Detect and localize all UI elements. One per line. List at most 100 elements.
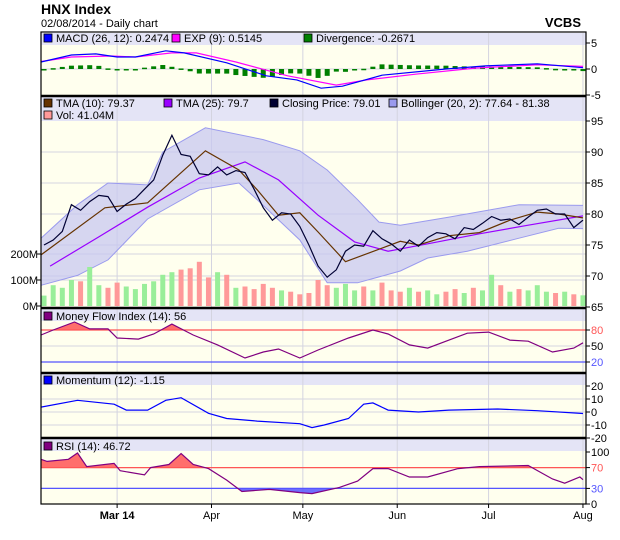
- xtick-label: May: [292, 510, 313, 522]
- divergence-bar: [50, 68, 56, 70]
- xtick-label: Aug: [573, 510, 593, 522]
- main-legend-label: Closing Price: 79.01: [282, 98, 380, 110]
- volume-bar: [251, 289, 257, 306]
- main-legend-swatch: [163, 98, 173, 108]
- divergence-bar: [41, 69, 47, 71]
- divergence-bar: [543, 68, 549, 70]
- volume-bar: [178, 269, 184, 306]
- volume-bar: [361, 286, 367, 306]
- main-legend-label: TMA (10): 79.37: [56, 98, 135, 110]
- xtick-label: Jun: [388, 510, 406, 522]
- volume-bar: [233, 287, 239, 306]
- momentum-legend-label: Momentum (12): -1.15: [56, 375, 165, 387]
- volume-bar: [580, 295, 586, 306]
- vol-legend-label: Vol: 41.04M: [56, 110, 114, 122]
- volume-bar: [78, 281, 84, 306]
- momentum-ytick-label: 20: [591, 381, 603, 393]
- volume-ytick-label: 0M: [23, 301, 38, 313]
- mfi-legend-band: [41, 309, 586, 321]
- price-ytick-label: 85: [591, 178, 603, 190]
- divergence-bar: [96, 65, 102, 69]
- xtick-label: Jul: [482, 510, 496, 522]
- divergence-bar: [498, 66, 504, 69]
- volume-bar: [87, 267, 93, 306]
- divergence-bar: [233, 69, 239, 76]
- divergence-bar: [297, 69, 303, 74]
- volume-bar: [470, 287, 476, 306]
- mfi-legend-swatch: [43, 311, 53, 321]
- divergence-bar: [534, 67, 540, 69]
- volume-bar: [379, 282, 385, 306]
- divergence-bar: [196, 69, 202, 74]
- macd-ytick-label: 0: [591, 64, 597, 76]
- volume-bar: [50, 285, 56, 306]
- tma25-line: [49, 161, 584, 267]
- volume-bar: [571, 294, 577, 306]
- divergence-bar: [379, 64, 385, 69]
- divergence-bar: [352, 69, 358, 71]
- volume-bar: [142, 283, 148, 306]
- momentum-line: [40, 397, 584, 429]
- mfi-overbought-area: [41, 322, 583, 330]
- divergence-bar: [251, 69, 257, 77]
- xtick-label: Mar 14: [100, 510, 136, 522]
- rsi-ytick-label: 0: [591, 499, 597, 511]
- volume-bar: [370, 290, 376, 306]
- volume-bar: [151, 281, 157, 306]
- volume-bar: [507, 291, 513, 306]
- volume-ytick-label: 200M: [10, 249, 38, 261]
- divergence-bar: [388, 64, 394, 69]
- divergence-bar: [105, 68, 111, 70]
- divergence-bar: [516, 67, 522, 69]
- vol-legend-swatch: [43, 110, 53, 120]
- tma10-line: [40, 150, 584, 263]
- volume-bar: [352, 290, 358, 306]
- volume-bar: [68, 280, 74, 306]
- divergence-bar: [507, 66, 513, 69]
- divergence-bar: [571, 69, 577, 71]
- volume-bar: [479, 290, 485, 306]
- divergence-bar: [416, 65, 422, 69]
- volume-bar: [205, 277, 211, 306]
- divergence-bar: [87, 65, 93, 69]
- divergence-bar: [151, 66, 157, 69]
- divergence-bar: [333, 69, 339, 72]
- momentum-plot-area: [41, 385, 586, 437]
- volume-bar: [224, 274, 230, 306]
- divergence-bar: [215, 69, 221, 74]
- divergence-bar: [288, 69, 294, 74]
- volume-bar: [306, 293, 312, 306]
- mfi-ytick-label: 80: [591, 325, 603, 337]
- divergence-bar: [205, 69, 211, 74]
- volume-bar: [397, 291, 403, 306]
- divergence-bar: [132, 69, 138, 71]
- divergence-bar: [59, 66, 65, 69]
- macd-legend-swatch: [171, 33, 181, 43]
- price-ytick-label: 65: [591, 302, 603, 314]
- rsi-ytick-label: 70: [591, 463, 603, 475]
- divergence-bar: [142, 67, 148, 70]
- divergence-bar: [443, 65, 449, 69]
- volume-bar: [215, 272, 221, 306]
- brand-label: VCBS: [545, 15, 581, 30]
- macd-ytick-label: 5: [591, 38, 597, 50]
- volume-bar: [169, 272, 175, 306]
- divergence-bar: [306, 69, 312, 76]
- price-ytick-label: 90: [591, 147, 603, 159]
- divergence-bar: [580, 69, 586, 72]
- volume-bar: [114, 282, 120, 306]
- momentum-ytick-label: -20: [591, 433, 607, 445]
- macd-plot-area: [41, 45, 586, 95]
- price-ytick-label: 95: [591, 116, 603, 128]
- volume-bar: [425, 290, 431, 306]
- volume-bar: [525, 290, 531, 306]
- main-legend-label: TMA (25): 79.7: [176, 98, 249, 110]
- price-ytick-label: 75: [591, 240, 603, 252]
- volume-bar: [196, 261, 202, 306]
- closing-price-line: [43, 133, 584, 279]
- volume-bar: [260, 283, 266, 306]
- momentum-ytick-label: 10: [591, 394, 603, 406]
- divergence-bar: [224, 69, 230, 74]
- macd-legend-swatch: [43, 33, 53, 43]
